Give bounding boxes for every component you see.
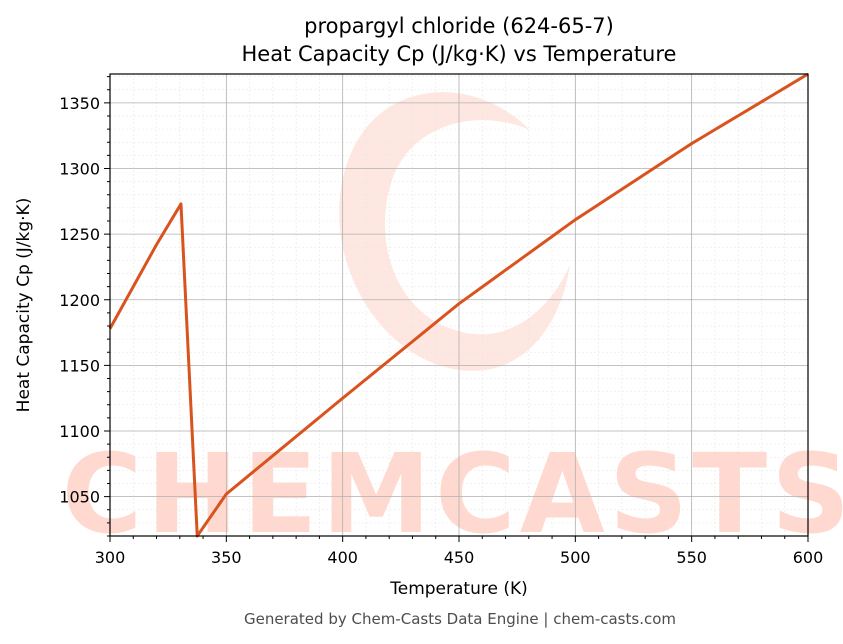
chart-subtitle: Heat Capacity Cp (J/kg·K) vs Temperature (242, 42, 677, 66)
footer-text: Generated by Chem-Casts Data Engine | ch… (244, 610, 676, 628)
chart-title: propargyl chloride (624-65-7) (304, 14, 614, 38)
watermark-logo-swirl (339, 92, 570, 371)
x-tick-label: 400 (327, 548, 358, 567)
x-tick-label: 600 (793, 548, 824, 567)
x-axis-label: Temperature (K) (389, 579, 528, 599)
series-line (108, 72, 809, 538)
x-axis: 300 350 400 450 500 550 600 (95, 536, 824, 567)
y-tick-label: 1050 (59, 488, 100, 507)
y-tick-label: 1350 (59, 94, 100, 113)
y-tick-label: 1300 (59, 160, 100, 179)
series-layer (108, 72, 809, 538)
y-axis: 1050 1100 1150 1200 1250 1300 1350 (59, 76, 110, 537)
y-axis-label: Heat Capacity Cp (J/kg·K) (14, 198, 34, 413)
watermark-text: CHEMCASTS (62, 430, 843, 558)
x-tick-label: 300 (95, 548, 126, 567)
x-tick-label: 500 (560, 548, 591, 567)
x-tick-label: 350 (211, 548, 242, 567)
y-tick-label: 1200 (59, 291, 100, 310)
y-tick-label: 1150 (59, 356, 100, 375)
y-tick-label: 1250 (59, 225, 100, 244)
y-tick-label: 1100 (59, 422, 100, 441)
x-tick-label: 550 (676, 548, 707, 567)
watermark: CHEMCASTS (62, 92, 843, 558)
x-tick-label: 450 (444, 548, 475, 567)
